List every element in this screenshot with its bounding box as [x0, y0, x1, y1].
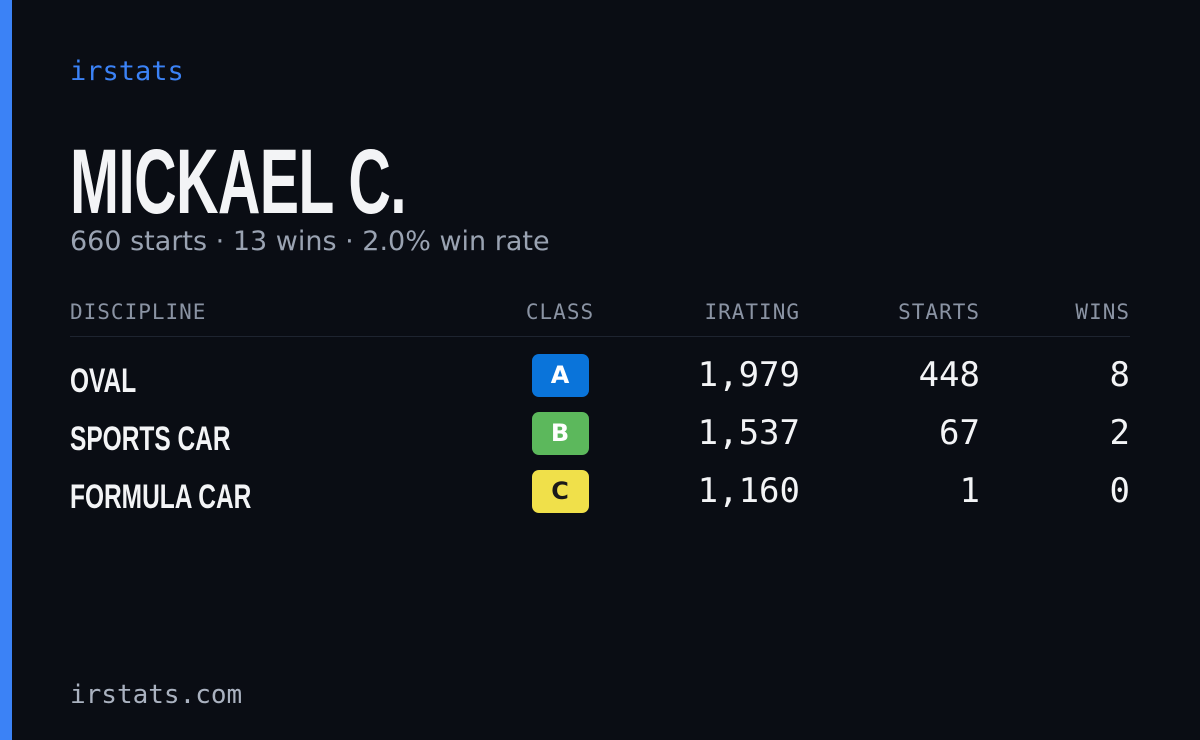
column-header: STARTS — [898, 300, 980, 324]
wins: 2 — [1109, 413, 1130, 453]
wins: 8 — [1109, 355, 1130, 395]
footer: irstats.com — [70, 680, 243, 710]
column-header: WINS — [1075, 300, 1130, 324]
irating: 1,537 — [697, 413, 800, 453]
irating: 1,979 — [697, 355, 800, 395]
column-header: IRATING — [704, 300, 800, 324]
driver-name: MICKAEL C. — [70, 131, 407, 233]
discipline: OVAL — [70, 362, 137, 400]
discipline: SPORTS CAR — [70, 420, 231, 458]
starts: 448 — [918, 355, 980, 395]
starts: 67 — [939, 413, 980, 453]
column-header: DISCIPLINE — [70, 300, 207, 324]
brand: irstats — [70, 56, 184, 87]
driver-summary: 660 starts · 13 wins · 2.0% win rate — [70, 226, 550, 257]
irating: 1,160 — [697, 471, 800, 511]
accent-bar — [0, 0, 12, 740]
discipline: FORMULA CAR — [70, 478, 252, 516]
class-badge: C — [531, 470, 589, 513]
column-header: CLASS — [525, 300, 595, 324]
header-rule — [70, 336, 1130, 337]
class-badge: B — [531, 412, 589, 455]
starts: 1 — [959, 471, 980, 511]
wins: 0 — [1109, 471, 1130, 511]
class-badge: A — [531, 354, 589, 397]
